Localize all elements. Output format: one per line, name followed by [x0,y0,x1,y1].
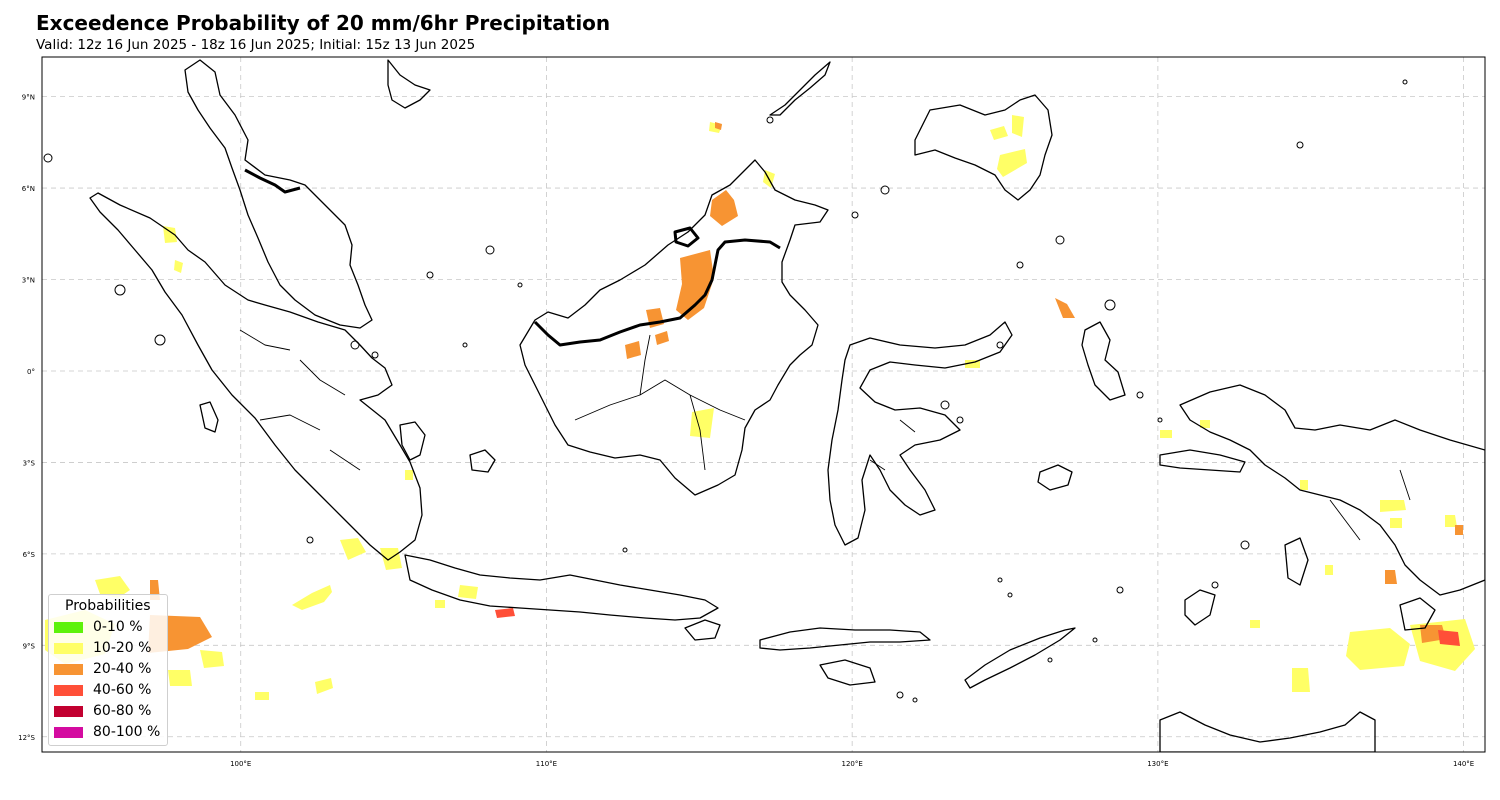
sumatra-coast [89,192,423,561]
legend-swatch [54,685,83,696]
lon-tick-label: 130°E [1147,760,1168,768]
small-islands [43,79,1408,703]
axis-ticks: 100°E 110°E 120°E 130°E 140°E 9°N 6°N 3°N 0° 3°S 6… [18,94,1474,768]
legend-label: 0-10 % [93,619,143,635]
legend-title: Probabilities [65,598,151,614]
national-borders [244,168,781,347]
lat-tick-label: 3°N [22,277,35,285]
timor-coast [964,627,1076,689]
lon-tick-label: 120°E [842,760,863,768]
sumatra-border-lines [239,329,361,471]
map-title: Exceedence Probability of 20 mm/6hr Prec… [36,11,611,35]
lat-tick-label: 3°S [23,459,36,467]
legend-label: 40-60 % [93,682,152,698]
palawan-coast [769,61,831,116]
fredrik-hendrik-coast [1399,597,1436,631]
new-guinea-coast [1179,384,1485,596]
lat-tick-label: 12°S [18,734,35,742]
brunei-border [673,226,700,248]
borneo-malaysia-indonesia-border [533,238,781,347]
gridlines [42,57,1485,752]
belitung-coast [469,449,496,473]
probability-40-60-area [495,608,1460,646]
lat-tick-label: 9°S [23,642,36,650]
bali-lombok-coast [684,619,721,641]
legend-swatch [54,664,83,675]
lon-tick-label: 140°E [1453,760,1474,768]
malay-peninsula-coast [184,59,373,329]
lon-tick-label: 110°E [536,760,557,768]
borneo-province-borders [574,334,746,471]
legend-item-10-20: 10-20 % [54,640,164,658]
map-subtitle: Valid: 12z 16 Jun 2025 - 18z 16 Jun 2025… [36,37,476,53]
sulawesi-coast [827,321,1013,546]
legend-item-0-10: 0-10 % [54,619,164,637]
seram-coast [1159,449,1246,473]
legend-swatch [54,706,83,717]
legend-item-60-80: 60-80 % [54,703,164,721]
sumba-coast [819,659,876,686]
legend-label: 20-40 % [93,661,152,677]
legend-swatch [54,727,83,738]
legend-item-40-60: 40-60 % [54,682,164,700]
legend-swatch [54,643,83,654]
java-coast [404,554,719,621]
legend-item-20-40: 20-40 % [54,661,164,679]
lon-tick-label: 100°E [230,760,251,768]
probability-legend: Probabilities 0-10 % 10-20 % 20-40 % 40-… [48,594,168,746]
luzon-coast [387,59,431,109]
thailand-malaysia-border [244,168,301,194]
lat-tick-label: 9°N [22,94,35,102]
tanimbar-coast [1184,589,1216,626]
map-frame [41,56,1486,753]
lat-tick-label: 6°N [22,185,35,193]
bangka-coast [399,421,426,461]
buru-coast [1037,464,1073,491]
lat-tick-label: 0° [27,368,35,376]
lat-tick-label: 6°S [23,551,36,559]
legend-label: 60-80 % [93,703,152,719]
aru-yos-coast [1284,537,1309,586]
papua-province-borders [1329,469,1411,541]
nias-coast [199,401,219,433]
sumbawa-flores-coast [759,627,931,651]
legend-label: 10-20 % [93,640,152,656]
legend-item-80-100: 80-100 % [54,724,164,742]
legend-label: 80-100 % [93,724,161,740]
mindanao-coast [914,94,1053,201]
halmahera-coast [1081,321,1126,401]
legend-swatch [54,622,83,633]
australia-coast [1159,711,1376,752]
sulawesi-province-borders [869,419,916,471]
